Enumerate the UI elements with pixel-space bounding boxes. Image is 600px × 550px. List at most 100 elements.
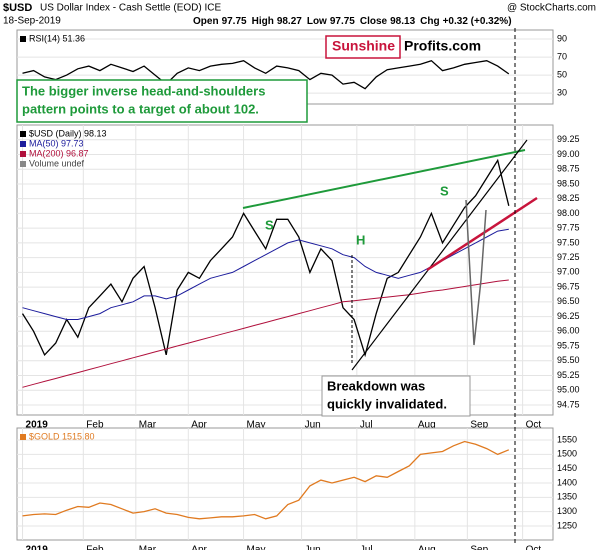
x-tick-label: Apr (191, 545, 207, 550)
x-tick-label: Jun (305, 420, 321, 431)
legend-swatch (20, 131, 26, 137)
series-line (22, 59, 510, 90)
quote-value: +0.32 (+0.32%) (443, 16, 512, 27)
y-tick-label: 96.75 (557, 281, 580, 291)
y-tick-label: 1350 (557, 492, 577, 502)
x-tick-label: Apr (191, 420, 207, 431)
quote: Open 97.75 High 98.27 Low 97.75 Close 98.13 Chg +… (193, 16, 512, 27)
quote-value: 98.27 (277, 16, 302, 27)
support-line (351, 139, 528, 371)
callout-text: The bigger inverse head-and-shoulders (22, 83, 265, 98)
x-tick-label: 2019 (26, 545, 49, 550)
head-label: H (356, 232, 365, 247)
x-tick-label: Mar (139, 420, 157, 431)
y-tick-label: 1400 (557, 477, 577, 487)
symbol: $USD (3, 2, 32, 14)
panel-frame (16, 124, 554, 416)
legend-swatch (20, 151, 26, 157)
panels: 90 70 50 30 RSI(14) 51.36 2019 Feb Mar Apr May Jun… (16, 29, 580, 550)
series-line (22, 279, 509, 388)
logo: Sunshine Profits.com (325, 35, 481, 59)
y-tick-label: 98.25 (557, 193, 580, 203)
y-tick-label: 1250 (557, 520, 577, 530)
panel-frame (16, 427, 554, 541)
y-tick-label: 95.50 (557, 355, 580, 365)
x-tick-label: Jul (360, 545, 373, 550)
x-tick-label: Oct (526, 545, 542, 550)
y-tick-label: 1500 (557, 449, 577, 459)
x-tick-label: Feb (86, 420, 104, 431)
date: 18-Sep-2019 (3, 16, 61, 27)
y-tick-label: 50 (557, 69, 567, 79)
shoulder-label: S (265, 217, 274, 232)
breakdown-box (321, 375, 471, 417)
y-tick-label: 1550 (557, 434, 577, 444)
y-tick-label: 95.25 (557, 370, 580, 380)
x-tick-label: Jun (305, 545, 321, 550)
neckline (242, 149, 526, 209)
y-tick-label: 99.25 (557, 134, 580, 144)
quote-label: Chg (420, 16, 439, 27)
legend-label: MA(200) 96.87 (29, 148, 89, 158)
x-tick-label: Feb (86, 545, 104, 550)
y-tick-label: 97.50 (557, 237, 580, 247)
y-tick-label: 98.00 (557, 208, 580, 218)
y-tick-label: 97.75 (557, 223, 580, 233)
source: @ StockCharts.com (507, 3, 596, 14)
y-tick-label: 70 (557, 51, 567, 61)
legend-swatch (20, 36, 26, 42)
shoulder-label: S (440, 183, 449, 198)
quote-label: Close (360, 16, 388, 27)
y-tick-label: 95.00 (557, 385, 580, 395)
quote-label: High (252, 16, 274, 27)
quote-value: 97.75 (222, 16, 247, 27)
x-tick-label: May (247, 545, 266, 550)
x-tick-label: Sep (470, 545, 488, 550)
legend-label: $USD (Daily) 98.13 (29, 128, 107, 138)
x-tick-label: Mar (139, 545, 157, 550)
y-tick-label: 96.25 (557, 311, 580, 321)
legend-label: $GOLD 1515.80 (29, 431, 95, 441)
series-line (22, 440, 510, 520)
trendlines (242, 28, 538, 545)
y-tick-label: 95.75 (557, 340, 580, 350)
legend-swatch (20, 141, 26, 147)
x-tick-label: Oct (526, 420, 542, 431)
x-tick-label: Jul (360, 420, 373, 431)
y-tick-label: 90 (557, 33, 567, 43)
x-tick-label: Sep (470, 420, 488, 431)
callout: The bigger inverse head-and-shoulders pa… (16, 79, 308, 123)
callout-text: pattern points to a target of about 102. (22, 101, 259, 116)
logo-box (325, 35, 401, 59)
breakdown-pointer (465, 199, 487, 346)
x-tick-label: Aug (418, 420, 436, 431)
red-trendline (426, 196, 538, 272)
breakdown-text: quickly invalidated. (327, 396, 447, 411)
y-tick-label: 97.25 (557, 252, 580, 262)
breakdown-text: Breakdown was (327, 378, 425, 393)
y-tick-label: 96.50 (557, 296, 580, 306)
x-tick-label: 2019 (26, 420, 49, 431)
logo-text: Sunshine (332, 38, 395, 54)
callout-box (16, 79, 308, 123)
legend-label: MA(50) 97.73 (29, 138, 84, 148)
quote-value: 97.75 (330, 16, 355, 27)
legend-swatch (20, 434, 26, 440)
x-tick-label: Aug (418, 545, 436, 550)
y-tick-label: 98.75 (557, 164, 580, 174)
y-tick-label: 99.00 (557, 149, 580, 159)
y-tick-label: 30 (557, 88, 567, 98)
legend-swatch (20, 161, 26, 167)
quote-value: 98.13 (390, 16, 415, 27)
annotations: S H S Breakdown was quickly invalidated. (265, 183, 471, 417)
quote-label: Open (193, 16, 219, 27)
instrument-name: US Dollar Index - Cash Settle (EOD) ICE (40, 3, 221, 14)
y-tick-label: 96.00 (557, 326, 580, 336)
legend-label: RSI(14) 51.36 (29, 33, 85, 43)
y-tick-label: 94.75 (557, 399, 580, 409)
y-tick-label: 1450 (557, 463, 577, 473)
y-tick-label: 1300 (557, 506, 577, 516)
series-line (21, 158, 510, 358)
y-tick-label: 98.50 (557, 178, 580, 188)
